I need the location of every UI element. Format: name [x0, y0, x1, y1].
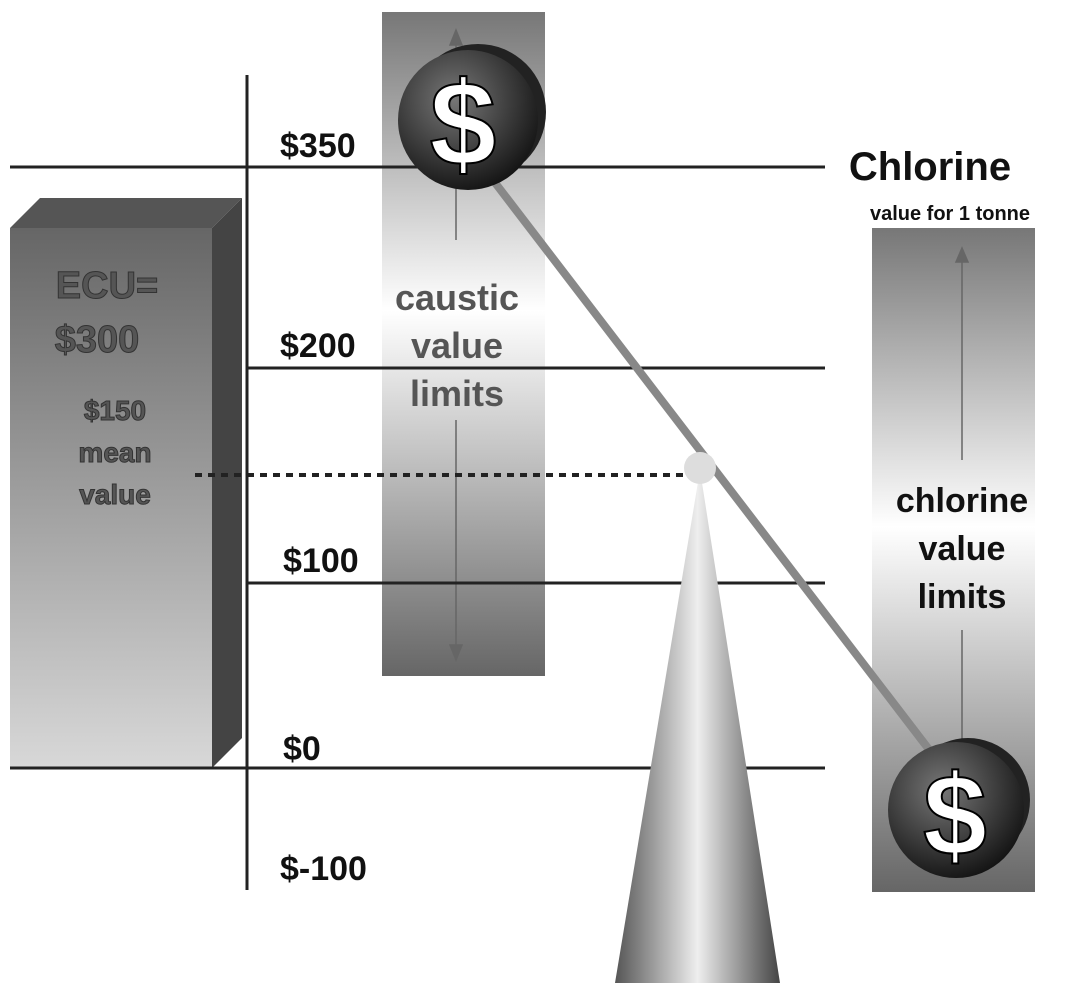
ecu-box — [10, 198, 242, 768]
fulcrum-cone — [615, 470, 780, 983]
pivot — [684, 452, 716, 484]
axis-labels: $350 $200 $100 $0 $-100 — [280, 127, 367, 888]
mean-line: mean — [78, 437, 151, 468]
coin-symbol: $ — [923, 752, 987, 880]
caustic-line: limits — [410, 373, 504, 414]
caustic-label: caustic value limits — [395, 277, 519, 414]
chlorine-label: chlorine value limits — [896, 482, 1028, 616]
ecu-text: ECU= $300 $150 mean value — [54, 265, 158, 511]
chlorine-title: Chlorine — [849, 145, 1011, 189]
axis-label: $350 — [280, 127, 356, 165]
coin: $ — [398, 44, 546, 192]
axis-label: $0 — [283, 730, 321, 768]
chlorine-line: value — [919, 530, 1006, 568]
mean-line: $150 — [84, 395, 146, 426]
ecu-line: ECU= — [56, 265, 158, 307]
coin-symbol: $ — [430, 57, 497, 191]
chlorine-line: limits — [918, 578, 1007, 616]
chlorine-line: chlorine — [896, 482, 1028, 520]
caustic-line: caustic — [395, 277, 519, 318]
axis-label: $100 — [283, 542, 359, 580]
caustic-line: value — [411, 325, 503, 366]
axis-label: $200 — [280, 327, 356, 365]
axis-label: $-100 — [280, 850, 367, 888]
chlorine-subtitle: value for 1 tonne — [870, 203, 1030, 225]
mean-line: value — [79, 479, 151, 510]
ecu-line: $300 — [55, 319, 140, 361]
coin: $ — [888, 738, 1030, 881]
